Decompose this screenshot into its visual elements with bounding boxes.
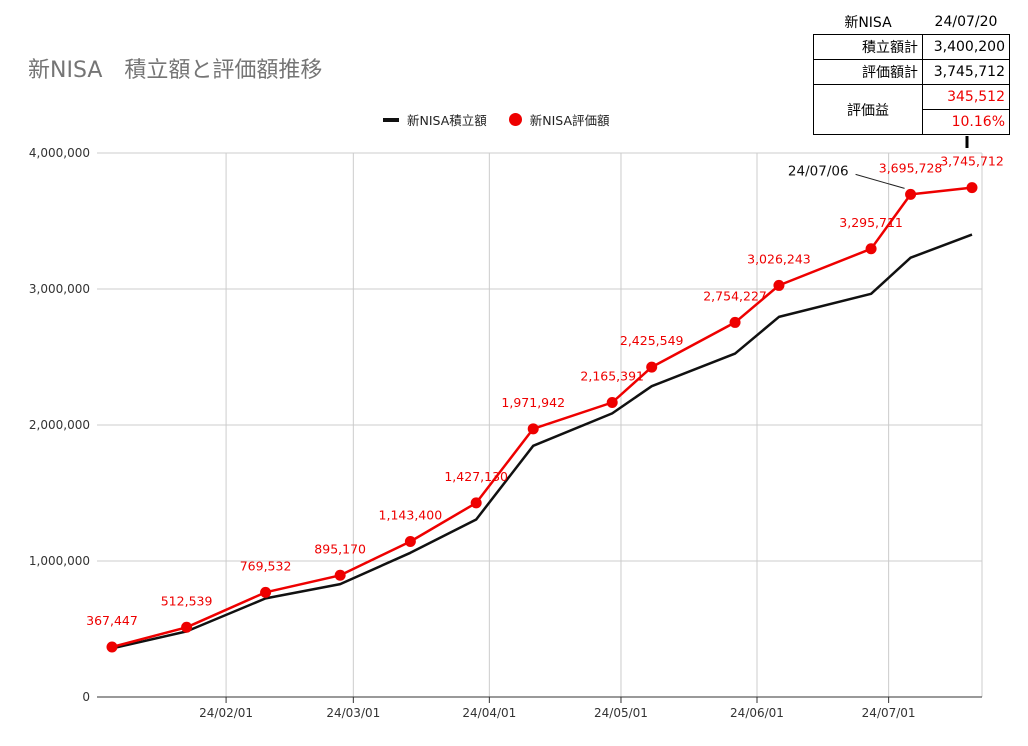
y-tick-label: 4,000,000 xyxy=(29,146,90,160)
valuation-point[interactable] xyxy=(527,423,539,435)
valuation-point[interactable] xyxy=(334,569,346,581)
valuation-point[interactable] xyxy=(865,243,877,255)
y-tick-label: 2,000,000 xyxy=(29,418,90,432)
valuation-data-label: 1,427,130 xyxy=(444,469,508,484)
valuation-point[interactable] xyxy=(905,188,917,200)
valuation-point[interactable] xyxy=(404,535,416,547)
valuation-data-label: 2,165,391 xyxy=(580,369,644,384)
legend: 新NISA積立額 新NISA評価額 xyxy=(383,110,632,129)
valuation-point[interactable] xyxy=(181,621,193,633)
valuation-data-label: 1,971,942 xyxy=(501,395,565,410)
valuation-data-label: 2,425,549 xyxy=(620,333,684,348)
summary-label-gain: 評価益 xyxy=(813,84,923,135)
summary-value-gain-percent: 10.16% xyxy=(922,109,1010,135)
valuation-data-label: 3,745,712 xyxy=(940,154,1004,169)
legend-line-label: 新NISA積立額 xyxy=(407,113,487,128)
valuation-data-label: 1,143,400 xyxy=(379,507,443,522)
valuation-data-label: 769,532 xyxy=(240,558,292,573)
summary-header-date: 24/07/20 xyxy=(934,14,998,30)
valuation-point[interactable] xyxy=(260,586,272,598)
x-tick-label: 24/05/01 xyxy=(594,706,648,720)
annotation-leader-line xyxy=(855,173,905,189)
summary-table: 新NISA 24/07/20 積立額計 3,400,200 評価額計 3,745… xyxy=(813,10,1010,135)
series-contribution-line xyxy=(111,233,973,650)
valuation-data-label: 3,026,243 xyxy=(747,251,811,266)
x-tick-label: 24/04/01 xyxy=(462,706,516,720)
valuation-data-label: 2,754,227 xyxy=(703,288,767,303)
valuation-point[interactable] xyxy=(606,397,618,409)
legend-dot-swatch xyxy=(508,113,522,126)
valuation-data-label: 3,695,728 xyxy=(879,160,943,175)
legend-line-swatch xyxy=(383,117,399,122)
y-tick-label: 1,000,000 xyxy=(29,554,90,568)
y-tick-label: 0 xyxy=(82,690,90,704)
x-tick-label: 24/03/01 xyxy=(326,706,380,720)
series-valuation-line xyxy=(111,186,973,649)
legend-item-dots[interactable]: 新NISA評価額 xyxy=(508,110,610,129)
chart-title: 新NISA 積立額と評価額推移 xyxy=(28,58,323,83)
summary-label-contribution: 積立額計 xyxy=(813,34,923,60)
valuation-point[interactable] xyxy=(773,279,785,291)
annotation-label: 24/07/06 xyxy=(788,163,849,179)
valuation-point[interactable] xyxy=(470,497,482,509)
summary-value-gain: 345,512 xyxy=(922,84,1010,110)
x-tick-label: 24/06/01 xyxy=(730,706,784,720)
valuation-point[interactable] xyxy=(729,316,741,328)
valuation-data-label: 367,447 xyxy=(86,613,138,628)
valuation-data-label: 512,539 xyxy=(161,593,213,608)
summary-label-valuation: 評価額計 xyxy=(813,59,923,85)
legend-dot-label: 新NISA評価額 xyxy=(529,113,610,128)
x-tick-label: 24/07/01 xyxy=(862,706,916,720)
valuation-data-label: 3,295,711 xyxy=(839,215,903,230)
y-tick-label: 3,000,000 xyxy=(29,282,90,296)
valuation-point[interactable] xyxy=(106,641,118,653)
valuation-point[interactable] xyxy=(966,182,978,194)
summary-header-left: 新NISA xyxy=(844,15,892,31)
valuation-point[interactable] xyxy=(646,361,658,373)
x-tick-label: 24/02/01 xyxy=(199,706,253,720)
legend-item-line[interactable]: 新NISA積立額 xyxy=(383,110,487,129)
valuation-data-label: 895,170 xyxy=(314,541,366,556)
